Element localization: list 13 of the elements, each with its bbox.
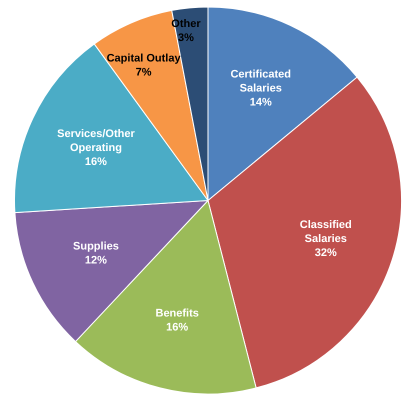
slice-label: Certificated Salaries <box>230 68 291 94</box>
data-label: 7% <box>136 66 152 79</box>
slice-label: Supplies <box>73 240 119 252</box>
data-label: 16% <box>84 156 108 168</box>
slice-label: Classified Salaries <box>300 218 352 245</box>
data-label: 12% <box>84 254 108 266</box>
data-label: 14% <box>250 96 272 108</box>
data-label: 16% <box>166 321 188 334</box>
slice-label: Services/Other Operating <box>57 128 136 154</box>
data-label: 32% <box>314 246 337 259</box>
data-label: 3% <box>178 32 194 44</box>
slice-label: Capital Outlay <box>106 52 182 65</box>
slice-label: Benefits <box>156 307 199 320</box>
